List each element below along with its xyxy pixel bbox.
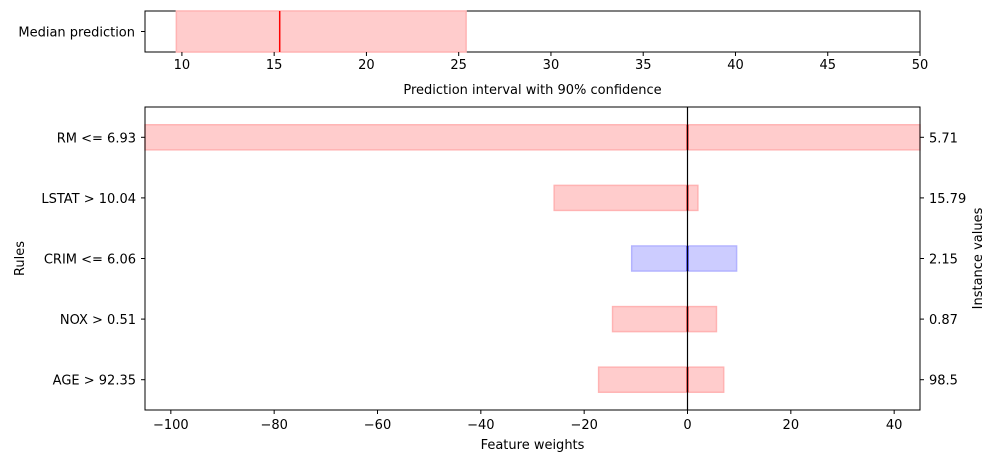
rule-label: AGE > 92.35 [53, 374, 136, 389]
top-x-tick-label: 35 [635, 58, 652, 73]
bottom-x-tick-label: −20 [570, 418, 597, 433]
instance-value-label: 98.5 [929, 374, 958, 389]
bottom-plot-frame [144, 106, 921, 411]
bottom-y-axis-label: Rules [13, 241, 28, 276]
top-x-tick-label: 10 [174, 58, 191, 73]
prediction-interval-panel: 10 15 20 25 30 35 40 45 50 Median prediction Pre… [18, 10, 929, 98]
weight-interval-bar [553, 184, 699, 212]
top-x-tick-label: 25 [450, 58, 467, 73]
rule-label: LSTAT > 10.04 [41, 192, 136, 207]
top-x-tick-label: 50 [912, 58, 929, 73]
rule-label: RM <= 6.93 [57, 131, 136, 146]
prediction-interval-bar [175, 10, 467, 53]
top-x-tick-label: 15 [266, 58, 283, 73]
instance-value-label: 5.71 [929, 131, 958, 146]
top-x-tick-label: 20 [358, 58, 375, 73]
bottom-x-tick-label: 0 [683, 418, 691, 433]
bottom-x-tick-label: 20 [783, 418, 800, 433]
weight-interval-bar [597, 366, 725, 393]
rule-label: NOX > 0.51 [60, 313, 136, 328]
instance-value-label: 2.15 [929, 253, 958, 268]
top-y-tick-label: Median prediction [18, 26, 135, 41]
top-x-tick-label: 40 [727, 58, 744, 73]
top-x-axis-label: Prediction interval with 90% confidence [403, 83, 661, 98]
weight-interval-bar [611, 305, 718, 333]
instance-value-label: 15.79 [929, 192, 966, 207]
weight-interval-bar [630, 245, 738, 272]
bottom-x-tick-label: 40 [886, 418, 903, 433]
bottom-x-tick-label: −60 [364, 418, 391, 433]
feature-weights-panel: −100 −80 −60 −40 −20 0 20 40 RM <= 6.93 LSTAT > … [13, 106, 986, 453]
rule-label: CRIM <= 6.06 [44, 253, 136, 268]
bottom-x-tick-label: −40 [467, 418, 494, 433]
bottom-y2-axis-label: Instance values [971, 207, 986, 309]
bottom-x-tick-label: −100 [153, 418, 189, 433]
instance-value-label: 0.87 [929, 313, 958, 328]
top-x-tick-label: 45 [819, 58, 836, 73]
weight-interval-bar [144, 124, 921, 151]
bottom-x-axis-label: Feature weights [481, 438, 585, 453]
top-x-tick-label: 30 [543, 58, 560, 73]
bottom-x-tick-label: −80 [260, 418, 287, 433]
